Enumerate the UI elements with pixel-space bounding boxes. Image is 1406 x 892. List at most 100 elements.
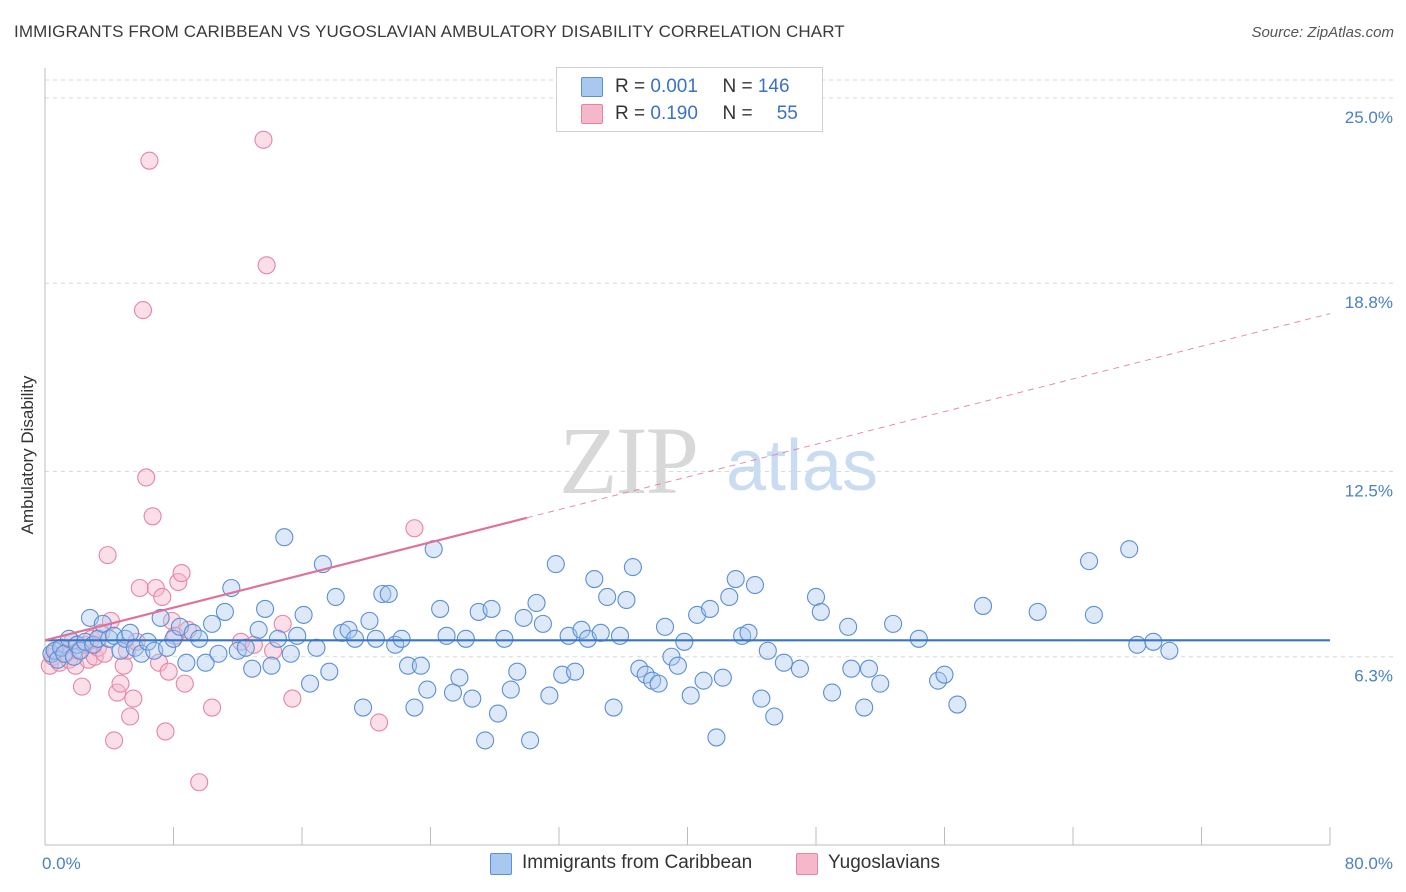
data-point-caribbean xyxy=(508,662,527,681)
data-point-caribbean xyxy=(209,644,228,663)
legend-r-value: 0.001 xyxy=(650,76,698,97)
data-point-caribbean xyxy=(935,665,954,684)
data-point-caribbean xyxy=(379,584,398,604)
data-point-caribbean xyxy=(726,569,745,589)
data-point-caribbean xyxy=(806,587,826,607)
data-point-caribbean xyxy=(681,686,700,705)
data-point-caribbean xyxy=(871,674,890,693)
y-tick-label: 12.5% xyxy=(1345,481,1393,500)
data-point-caribbean xyxy=(909,629,928,648)
data-point-caribbean xyxy=(111,641,130,660)
data-point-caribbean xyxy=(450,668,469,687)
data-point-caribbean xyxy=(585,569,604,589)
data-point-yugoslavians xyxy=(156,722,175,741)
tick-labels: 6.3% 12.5% 18.8% 25.0% 0.0% 80.0% xyxy=(42,108,1393,873)
bottom-legend-swatch-yugoslavians xyxy=(796,853,818,875)
legend-n-label: N = xyxy=(722,76,758,97)
data-point-caribbean xyxy=(215,602,234,621)
data-point-yugoslavians xyxy=(121,707,140,726)
legend-swatch-caribbean xyxy=(581,77,603,97)
data-point-yugoslavians xyxy=(137,468,156,487)
correlation-legend: R = 0.001 N = 146 R = 0.190 N = 55 xyxy=(556,67,823,132)
bottom-legend-label-caribbean: Immigrants from Caribbean xyxy=(522,852,753,873)
data-point-caribbean xyxy=(243,659,262,678)
data-point-caribbean xyxy=(533,614,552,633)
grid-lines xyxy=(45,79,1393,658)
data-point-yugoslavians xyxy=(140,151,159,170)
data-point-caribbean xyxy=(610,626,630,645)
data-point-caribbean xyxy=(739,623,758,642)
bottom-legend-swatch-caribbean xyxy=(490,853,512,875)
series-yugoslavians-points xyxy=(40,130,424,792)
data-point-yugoslavians xyxy=(159,662,178,681)
data-point-caribbean xyxy=(591,623,610,642)
data-point-caribbean xyxy=(655,617,675,636)
x-tick-label: 80.0% xyxy=(1345,854,1393,873)
data-point-caribbean xyxy=(294,605,313,624)
data-point-caribbean xyxy=(190,629,209,648)
data-point-caribbean xyxy=(262,656,281,675)
data-point-caribbean xyxy=(339,620,358,639)
data-point-caribbean xyxy=(437,626,456,645)
data-point-caribbean xyxy=(527,593,546,612)
data-point-caribbean xyxy=(973,596,993,615)
data-point-caribbean xyxy=(540,686,559,705)
data-point-caribbean xyxy=(366,629,385,648)
data-point-yugoslavians xyxy=(190,773,209,792)
data-point-caribbean xyxy=(196,653,215,672)
data-point-caribbean xyxy=(281,644,300,663)
data-point-yugoslavians xyxy=(254,130,273,149)
chart-title: IMMIGRANTS FROM CARIBBEAN VS YUGOSLAVIAN… xyxy=(14,22,845,41)
data-point-caribbean xyxy=(1160,641,1179,660)
data-point-caribbean xyxy=(288,626,307,645)
legend-r-label: R = xyxy=(615,76,651,97)
data-point-yugoslavians xyxy=(143,507,162,526)
data-point-caribbean xyxy=(100,629,119,648)
data-point-caribbean xyxy=(326,587,345,607)
data-point-caribbean xyxy=(482,599,501,618)
data-point-caribbean xyxy=(456,629,475,648)
data-point-caribbean xyxy=(758,641,777,660)
data-point-caribbean xyxy=(488,704,508,723)
data-point-caribbean xyxy=(256,599,275,618)
data-point-caribbean xyxy=(501,680,520,699)
data-point-caribbean xyxy=(604,698,623,717)
y-tick-label: 6.3% xyxy=(1354,667,1393,686)
axes xyxy=(44,68,1331,846)
data-point-caribbean xyxy=(668,656,687,675)
data-point-caribbean xyxy=(300,674,320,693)
data-point-caribbean xyxy=(405,698,424,717)
data-point-caribbean xyxy=(546,555,565,574)
data-point-yugoslavians xyxy=(114,656,133,675)
data-point-yugoslavians xyxy=(105,731,124,750)
watermark-atlas: atlas xyxy=(726,426,878,506)
data-point-yugoslavians xyxy=(175,674,194,693)
y-tick-label: 25.0% xyxy=(1345,108,1393,127)
series-caribbean-points xyxy=(42,528,1179,750)
data-point-caribbean xyxy=(398,656,418,675)
data-point-caribbean xyxy=(694,671,713,690)
data-point-caribbean xyxy=(617,590,636,610)
legend-swatch-yugoslavians xyxy=(581,104,603,124)
data-point-yugoslavians xyxy=(153,587,172,607)
data-point-caribbean xyxy=(823,683,842,702)
data-point-caribbean xyxy=(275,528,294,547)
data-point-yugoslavians xyxy=(264,641,283,660)
data-point-caribbean xyxy=(700,599,720,618)
data-point-caribbean xyxy=(360,611,379,630)
data-point-caribbean xyxy=(662,647,681,666)
data-point-caribbean xyxy=(811,602,830,621)
data-point-yugoslavians xyxy=(273,614,292,633)
data-point-yugoslavians xyxy=(172,564,191,583)
data-point-yugoslavians xyxy=(283,689,302,708)
data-point-caribbean xyxy=(320,662,339,681)
data-point-caribbean xyxy=(345,629,365,648)
trend-lines xyxy=(44,313,1331,642)
data-point-caribbean xyxy=(1128,635,1147,654)
trend-line-yugoslavians xyxy=(44,516,528,642)
data-point-yugoslavians xyxy=(133,301,153,320)
data-point-caribbean xyxy=(752,689,771,708)
data-point-caribbean xyxy=(839,617,858,636)
data-point-caribbean xyxy=(790,659,809,678)
data-point-caribbean xyxy=(566,662,585,681)
